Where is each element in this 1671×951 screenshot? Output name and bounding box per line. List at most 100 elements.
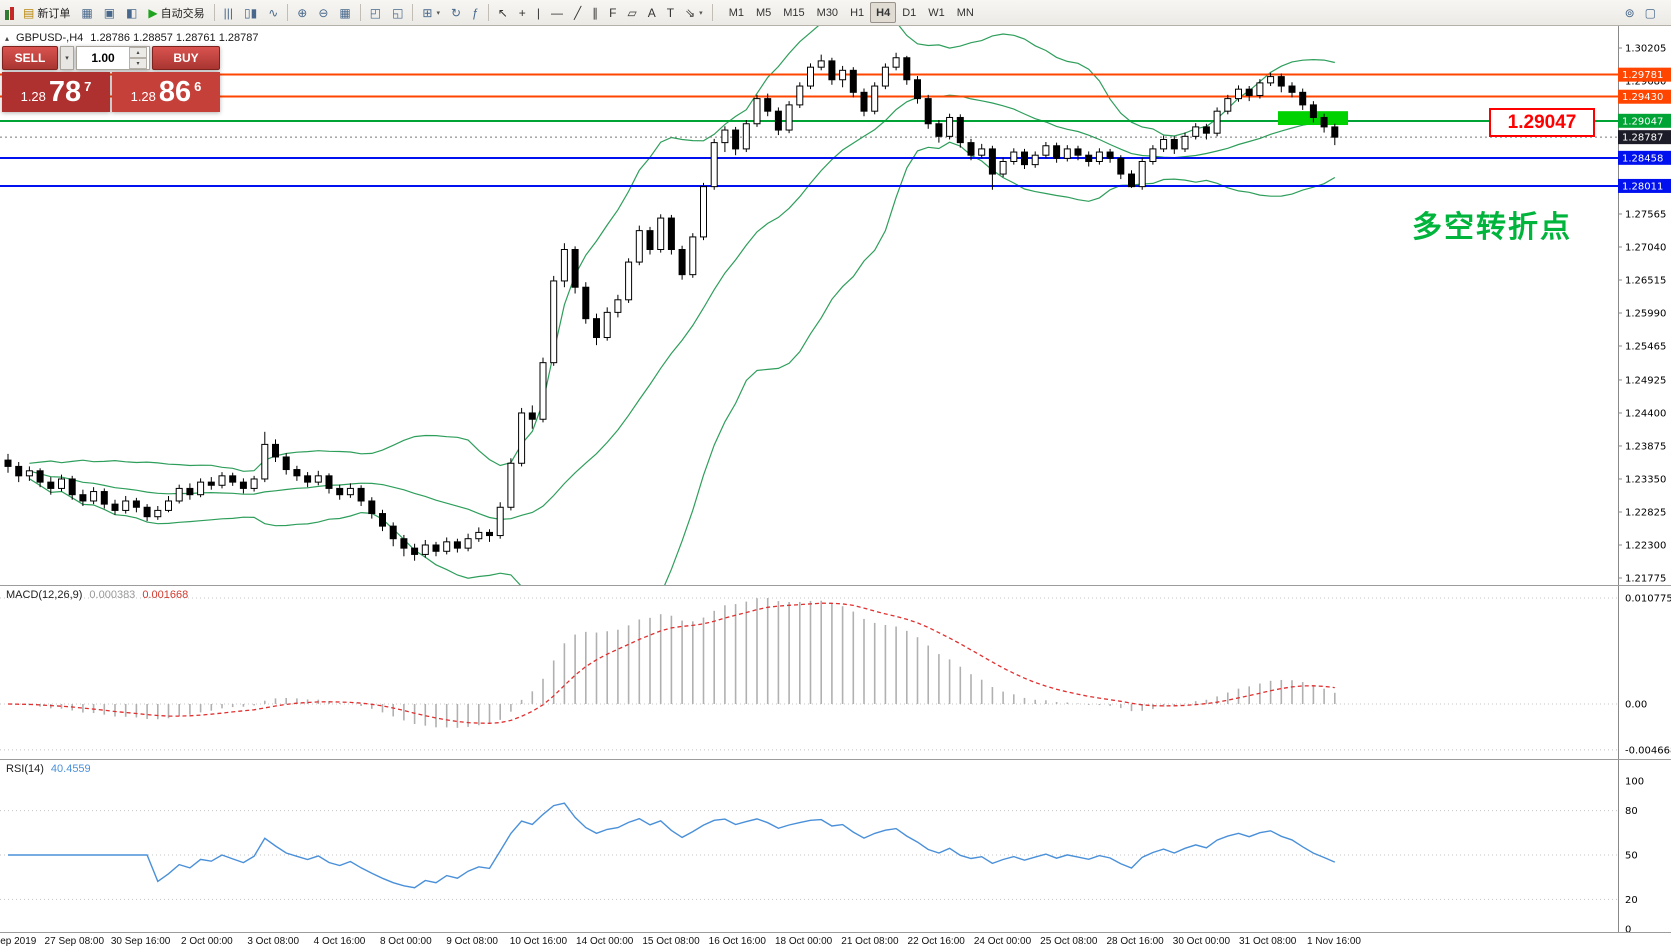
arrows-button[interactable]: ⇘ ▾: [680, 2, 708, 23]
cursor-icon: ↖: [497, 5, 508, 20]
new-chart-button[interactable]: ⊞ ▾: [417, 2, 445, 23]
timeframe-m1-button[interactable]: M1: [723, 2, 750, 23]
tile-windows-button[interactable]: ◰: [365, 2, 386, 23]
layouts-button[interactable]: ▢: [1640, 2, 1661, 23]
trendline-icon: ╱: [573, 5, 582, 20]
grid-icon: ▦: [339, 5, 351, 20]
svg-text:1.23350: 1.23350: [1625, 474, 1666, 485]
level-lines[interactable]: [0, 73, 1618, 187]
time-axis-label: 28 Oct 16:00: [1106, 936, 1164, 947]
search-icon: ⊚: [1624, 5, 1635, 20]
cascade-windows-icon: ◱: [392, 5, 404, 20]
sell-button[interactable]: SELL: [2, 46, 58, 70]
chart-line-icon: ∿: [268, 5, 279, 20]
symbol-title: GBPUSD-,H4: [16, 32, 84, 44]
buy-button[interactable]: BUY: [152, 46, 220, 70]
svg-text:1.21775: 1.21775: [1625, 574, 1666, 585]
timeframe-m5-button[interactable]: M5: [750, 2, 777, 23]
auto-trading-label: 自动交易: [160, 7, 205, 20]
shapes-icon: ▱: [627, 5, 637, 20]
chart-symbol-icon: [5, 6, 14, 20]
crosshair-button[interactable]: +: [514, 2, 531, 23]
text-label-icon: T: [666, 5, 675, 20]
timeframe-h1-button[interactable]: H1: [844, 2, 870, 23]
macd-axis[interactable]: 0.010775 0.00 -0.004668: [0, 586, 1671, 759]
timeframe-h4-button[interactable]: H4: [870, 2, 897, 23]
horizontal-line-button[interactable]: —: [546, 2, 568, 23]
rsi-value: 40.4559: [50, 763, 91, 775]
time-axis-label: 30 Oct 00:00: [1172, 936, 1231, 947]
timeframe-d1-button[interactable]: D1: [896, 2, 922, 23]
panel-divider[interactable]: [0, 585, 1671, 586]
new-chart-dropdown-icon[interactable]: ▾: [436, 9, 440, 17]
shapes-button[interactable]: ▱: [623, 2, 642, 23]
time-axis-label: 30 Sep 16:00: [110, 936, 171, 947]
arrows-dropdown-icon[interactable]: ▾: [699, 9, 703, 17]
timeframe-w1-button[interactable]: W1: [922, 2, 951, 23]
timeframe-m30-button[interactable]: M30: [811, 2, 844, 23]
indicators-button[interactable]: ƒ: [467, 2, 484, 23]
toolbar-right-group: ⊚ ▢: [1620, 2, 1661, 23]
time-axis-label: 10 Oct 16:00: [509, 936, 568, 947]
zoom-out-button[interactable]: ⊖: [313, 2, 333, 23]
new-order-button[interactable]: ▤ 新订单: [18, 2, 75, 23]
collapse-icon[interactable]: ▴: [5, 33, 10, 43]
svg-text:1.27040: 1.27040: [1625, 242, 1666, 253]
text-label-button[interactable]: T: [662, 2, 679, 23]
trendline-button[interactable]: ╱: [569, 2, 586, 23]
buy-price[interactable]: 1.28 86 6: [112, 72, 220, 112]
macd-main-value: 0.000383: [89, 589, 136, 601]
svg-text:0.00: 0.00: [1625, 700, 1647, 711]
timeframe-m15-button[interactable]: M15: [777, 2, 810, 23]
svg-text:0: 0: [1625, 925, 1631, 933]
data-window-button[interactable]: ▣: [99, 2, 120, 23]
main-price-chart[interactable]: 1.30205 1.29680 1.27565 1.27040 1.26515 1.259…: [0, 26, 1671, 585]
sell-price[interactable]: 1.28 78 7: [2, 72, 110, 112]
text-button[interactable]: A: [643, 2, 661, 23]
refresh-button[interactable]: ↻: [446, 2, 466, 23]
grid-button[interactable]: ▦: [334, 2, 355, 23]
cascade-windows-button[interactable]: ◱: [387, 2, 408, 23]
svg-text:1.23875: 1.23875: [1625, 441, 1666, 452]
market-watch-button[interactable]: ▦: [76, 2, 97, 23]
bull-bear-turning-point-annotation: 多空转折点: [1412, 211, 1572, 244]
macd-label: MACD(12,26,9) 0.000383 0.001668: [6, 589, 189, 601]
volume-increase-button[interactable]: ▴: [129, 47, 147, 58]
navigator-button[interactable]: ◧: [121, 2, 142, 23]
symbol-info: ▴ GBPUSD-,H4 1.28786 1.28857 1.28761 1.2…: [5, 32, 258, 44]
volume-decrease-button[interactable]: ▾: [129, 58, 147, 69]
chart-line-button[interactable]: ∿: [263, 2, 283, 23]
timeframe-mn-button[interactable]: MN: [951, 2, 980, 23]
time-axis[interactable]: 26 Sep 2019 27 Sep 08:00 30 Sep 16:00 2 Oct…: [0, 932, 1671, 951]
rsi-line: [8, 802, 1336, 889]
time-axis-label: 1 Nov 16:00: [1307, 936, 1361, 947]
rsi-axis[interactable]: 100 80 50 20 0: [0, 760, 1644, 932]
fibonacci-button[interactable]: F: [604, 2, 621, 23]
sell-dropdown-button[interactable]: ▾: [60, 46, 74, 70]
zoom-in-button[interactable]: ⊕: [292, 2, 312, 23]
time-axis-label: 8 Oct 00:00: [379, 936, 432, 947]
zoom-in-icon: ⊕: [297, 5, 308, 20]
rsi-indicator-panel[interactable]: 100 80 50 20 0: [0, 760, 1671, 932]
macd-indicator-panel[interactable]: 0.010775 0.00 -0.004668: [0, 586, 1671, 759]
price-axis[interactable]: 1.30205 1.29680 1.27565 1.27040 1.26515 1.259…: [1618, 26, 1671, 585]
vertical-line-button[interactable]: |: [532, 2, 545, 23]
time-axis-label: 18 Oct 00:00: [774, 936, 833, 947]
panel-divider[interactable]: [0, 759, 1671, 760]
svg-text:1.28787: 1.28787: [1622, 133, 1663, 144]
channel-button[interactable]: ∥: [587, 2, 603, 23]
svg-text:1.25990: 1.25990: [1625, 309, 1666, 320]
search-button[interactable]: ⊚: [1620, 2, 1640, 23]
volume-input[interactable]: [77, 47, 129, 69]
svg-text:1.26515: 1.26515: [1625, 275, 1666, 286]
chart-bars-button[interactable]: |||: [219, 2, 238, 23]
chart-candles-button[interactable]: ▯▮: [239, 2, 262, 23]
toolbar-separator: [287, 4, 289, 21]
svg-text:1.28011: 1.28011: [1622, 181, 1663, 192]
auto-trading-button[interactable]: ▶ 自动交易: [143, 2, 209, 23]
channel-icon: ∥: [592, 5, 599, 20]
cursor-button[interactable]: ↖: [493, 2, 513, 23]
zoom-out-icon: ⊖: [318, 5, 329, 20]
